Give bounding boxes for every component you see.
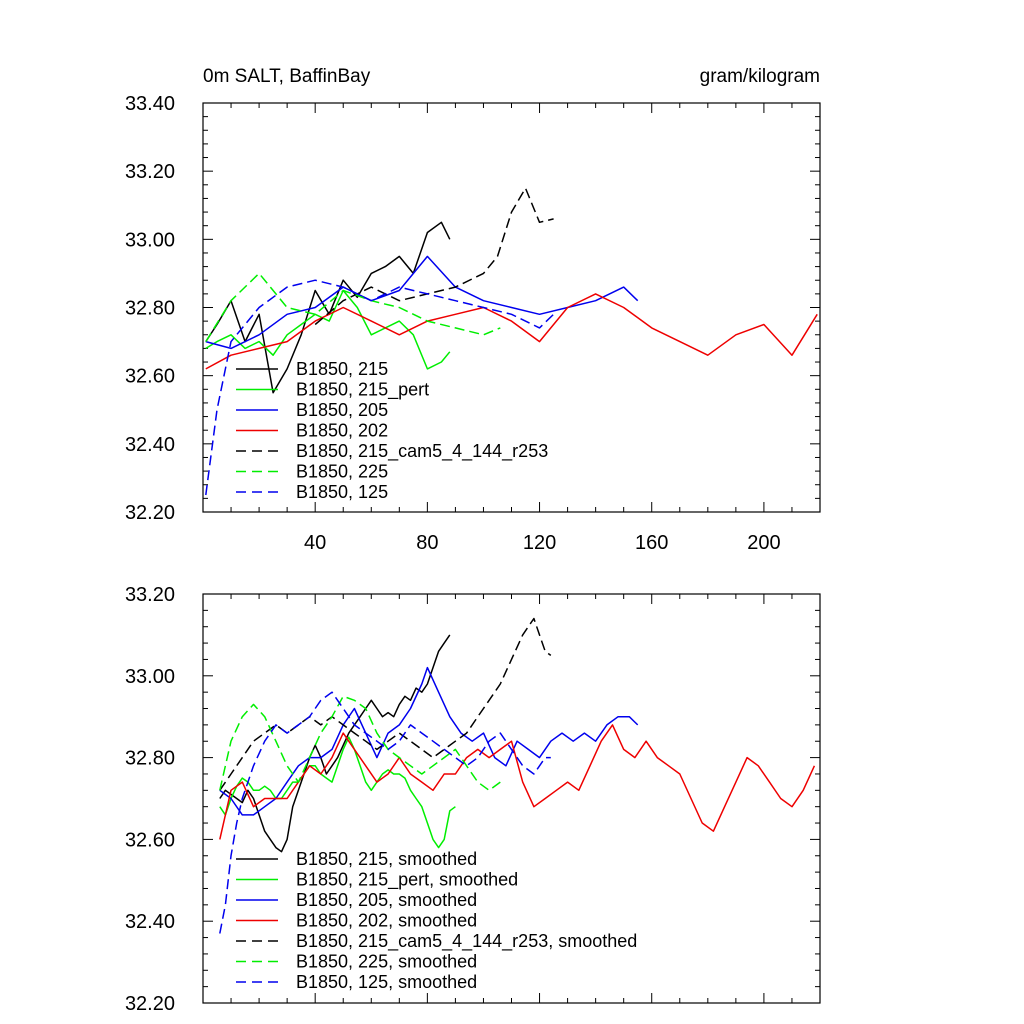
- top-ytick-label: 32.40: [125, 434, 175, 456]
- bottom-series-line-2: [219, 666, 639, 816]
- top-legend-label-0: B1850, 215: [296, 359, 388, 379]
- bottom-ytick-label: 32.40: [125, 911, 175, 933]
- bottom-ytick-label: 32.20: [125, 993, 175, 1015]
- top-ytick-label: 32.20: [125, 502, 175, 524]
- top-ytick-label: 32.60: [125, 366, 175, 388]
- top-xtick-label: 120: [523, 532, 556, 554]
- bottom-series-group: [219, 617, 816, 934]
- top-xtick-label: 40: [304, 532, 326, 554]
- bottom-legend-label-0: B1850, 215, smoothed: [296, 849, 477, 869]
- bottom-series-line-1: [219, 736, 456, 849]
- bottom-legend-label-1: B1850, 215_pert, smoothed: [296, 870, 518, 891]
- bottom-series-line-3: [219, 724, 816, 840]
- top-series-line-4: [314, 187, 554, 326]
- bottom-legend-label-6: B1850, 125, smoothed: [296, 972, 477, 992]
- top-plot-frame: [202, 102, 821, 513]
- top-legend-label-2: B1850, 205: [296, 400, 388, 420]
- bottom-legend-label-4: B1850, 215_cam5_4_144_r253, smoothed: [296, 931, 637, 952]
- top-ytick-label: 33.00: [125, 229, 175, 251]
- top-ticks: 32.20 32.40 32.60 32.80 33.00 33.20 33.40 40 80 1…: [125, 93, 820, 554]
- top-ytick-label: 33.40: [125, 93, 175, 115]
- top-legend-label-6: B1850, 125: [296, 482, 388, 502]
- bottom-legend-label-2: B1850, 205, smoothed: [296, 890, 477, 910]
- bottom-series-line-5: [219, 695, 501, 792]
- bottom-legend-label-3: B1850, 202, smoothed: [296, 911, 477, 931]
- bottom-panel: 32.20 32.40 32.60 32.80 33.00 33.20 B1850, 21…: [125, 584, 821, 1015]
- top-series-line-5: [205, 272, 501, 342]
- top-legend-label-3: B1850, 202: [296, 421, 388, 441]
- top-ytick-label: 32.80: [125, 298, 175, 320]
- top-series-group: [205, 187, 818, 496]
- bottom-series-line-4: [219, 617, 552, 791]
- bottom-legend-label-5: B1850, 225, smoothed: [296, 952, 477, 972]
- top-series-line-2: [205, 255, 639, 350]
- top-title-right: gram/kilogram: [700, 66, 820, 87]
- bottom-series-line-6: [219, 691, 551, 934]
- bottom-ytick-label: 33.20: [125, 584, 175, 606]
- top-legend-label-4: B1850, 215_cam5_4_144_r253: [296, 441, 548, 462]
- top-series-line-1: [205, 289, 451, 370]
- top-ytick-label: 33.20: [125, 161, 175, 183]
- top-title-left: 0m SALT, BaffinBay: [203, 66, 371, 87]
- bottom-ytick-label: 32.60: [125, 829, 175, 851]
- top-legend-label-5: B1850, 225: [296, 462, 388, 482]
- bottom-plot-frame: [202, 593, 821, 1004]
- top-series-line-6: [205, 279, 555, 496]
- top-legend-label-1: B1850, 215_pert: [296, 380, 429, 401]
- top-xtick-label: 80: [416, 532, 438, 554]
- bottom-ytick-label: 32.80: [125, 748, 175, 770]
- top-panel: 0m SALT, BaffinBay gram/kilogram 32.2032…: [125, 66, 821, 554]
- top-series-line-3: [205, 293, 818, 370]
- bottom-ytick-label: 33.00: [125, 666, 175, 688]
- top-xtick-label: 160: [635, 532, 668, 554]
- top-xtick-label: 200: [747, 532, 780, 554]
